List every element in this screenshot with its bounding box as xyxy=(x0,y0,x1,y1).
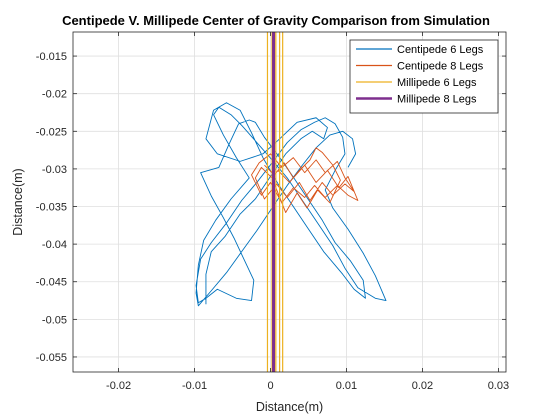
x-axis-label: Distance(m) xyxy=(256,400,323,414)
y-tick-label: -0.035 xyxy=(36,202,67,214)
x-tick-label: 0.01 xyxy=(336,380,357,392)
plot-frame xyxy=(72,31,507,373)
y-tick-label: -0.055 xyxy=(36,352,67,364)
legend-entries: Centipede 6 Legs Centipede 8 Legs Milliped… xyxy=(356,44,484,106)
x-tick-label: 0 xyxy=(267,380,273,392)
legend-entry: Millipede 8 Legs xyxy=(356,94,477,106)
y-tick-label: -0.045 xyxy=(36,277,67,289)
series-millipede-6-legs xyxy=(266,32,284,372)
legend-label: Millipede 8 Legs xyxy=(397,94,477,106)
series-centipede-8-legs xyxy=(251,147,359,213)
y-tick-label: -0.025 xyxy=(36,126,67,138)
y-tick-label: -0.05 xyxy=(42,314,67,326)
legend-entry: Centipede 8 Legs xyxy=(356,61,484,73)
series-layer xyxy=(195,32,387,372)
y-tick-label: -0.04 xyxy=(42,239,67,251)
chart-title: Centipede V. Millipede Center of Gravity… xyxy=(62,13,490,28)
legend: Centipede 6 Legs Centipede 8 Legs Milliped… xyxy=(349,39,499,114)
legend-label: Millipede 6 Legs xyxy=(397,77,477,89)
x-ticks: -0.02 -0.01 0 0.01 0.02 0.03 xyxy=(106,32,509,392)
y-axis-label: Distance(m) xyxy=(11,168,25,235)
y-ticks: -0.055 -0.05 -0.045 -0.04 -0.035 -0.03 -0.025 -… xyxy=(36,51,506,364)
x-tick-label: -0.01 xyxy=(182,380,207,392)
y-tick-label: -0.03 xyxy=(42,164,67,176)
legend-entry: Centipede 6 Legs xyxy=(356,44,484,56)
legend-box xyxy=(349,39,499,114)
legend-label: Centipede 8 Legs xyxy=(397,61,484,73)
series-line xyxy=(251,147,359,213)
x-tick-label: -0.02 xyxy=(106,380,131,392)
series-line xyxy=(195,102,387,307)
series-centipede-6-legs xyxy=(195,102,387,307)
x-tick-label: 0.03 xyxy=(488,380,509,392)
x-tick-label: 0.02 xyxy=(412,380,433,392)
y-tick-label: -0.015 xyxy=(36,51,67,63)
y-tick-label: -0.02 xyxy=(42,89,67,101)
legend-entry: Millipede 6 Legs xyxy=(356,77,477,89)
legend-label: Centipede 6 Legs xyxy=(397,44,484,56)
